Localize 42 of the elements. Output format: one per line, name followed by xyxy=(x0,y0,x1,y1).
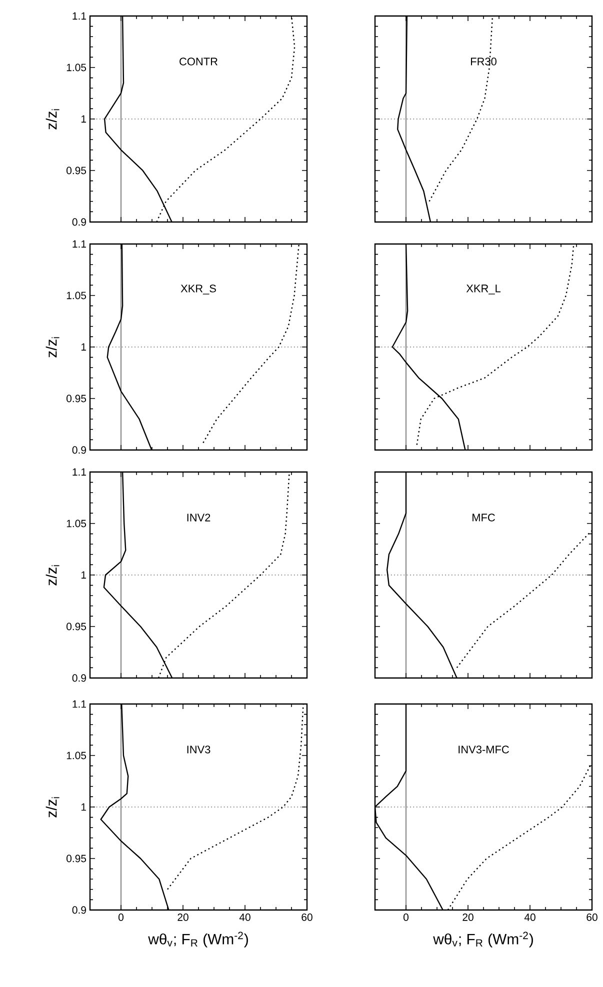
y-tick-label: 0.95 xyxy=(66,394,86,402)
text: XKR_S xyxy=(180,284,216,294)
y-tick-label: 0.95 xyxy=(66,166,86,174)
text: CONTR xyxy=(180,58,218,66)
y-tick-label: 0.9 xyxy=(72,218,86,226)
y-tick-label: 1.05 xyxy=(66,520,86,528)
y-tick-label: 1.1 xyxy=(72,240,86,248)
y-tick-label: 1 xyxy=(81,343,86,351)
y-tick-label: 0.95 xyxy=(66,622,86,630)
x-tick-label: 40 xyxy=(239,914,250,921)
y-tick-label: 0.9 xyxy=(72,906,86,914)
y-tick-label: 0.9 xyxy=(72,674,86,682)
y-axis-title: z/z$_{i}$ xyxy=(46,565,60,586)
y-tick-label: 1.05 xyxy=(66,292,86,300)
x-tick-label: 0 xyxy=(404,914,408,921)
y-tick-label: 0.95 xyxy=(66,854,86,862)
y-tick-label: 1 xyxy=(81,803,86,811)
text: XKR_L xyxy=(466,284,500,294)
x-tick-label: 60 xyxy=(586,914,598,921)
text: INV3 xyxy=(187,746,210,754)
x-tick-label: 20 xyxy=(178,914,188,921)
x-tick-label: 0 xyxy=(118,914,124,921)
x-tick-label: 20 xyxy=(462,914,474,921)
text: INV3-MFC xyxy=(458,746,509,754)
y-tick-label: 1.1 xyxy=(72,700,86,708)
x-tick-label: 60 xyxy=(302,914,312,921)
y-tick-label: 1.05 xyxy=(66,752,86,760)
text: INV2 xyxy=(187,514,210,522)
y-tick-label: 1.1 xyxy=(72,12,86,20)
y-tick-label: 1.05 xyxy=(66,64,86,72)
text: FR30 xyxy=(471,58,496,66)
y-axis-title: z/z$_{i}$ xyxy=(46,337,60,358)
x-axis-title: wθ$_{v}$; F$_{R}$ (Wm$^{-2}$) xyxy=(148,932,248,948)
x-tick-label: 40 xyxy=(524,914,536,921)
y-tick-label: 1 xyxy=(81,571,86,579)
y-tick-label: 1 xyxy=(81,115,86,123)
x-axis-title: wθ$_{v}$; F$_{R}$ (Wm$^{-2}$) xyxy=(433,932,533,948)
y-tick-label: 1.1 xyxy=(72,468,86,476)
y-axis-title: z/z$_{i}$ xyxy=(46,797,60,818)
y-axis-title: z/z$_{i}$ xyxy=(46,109,60,130)
y-tick-label: 0.9 xyxy=(72,446,86,454)
text: MFC xyxy=(472,514,495,522)
